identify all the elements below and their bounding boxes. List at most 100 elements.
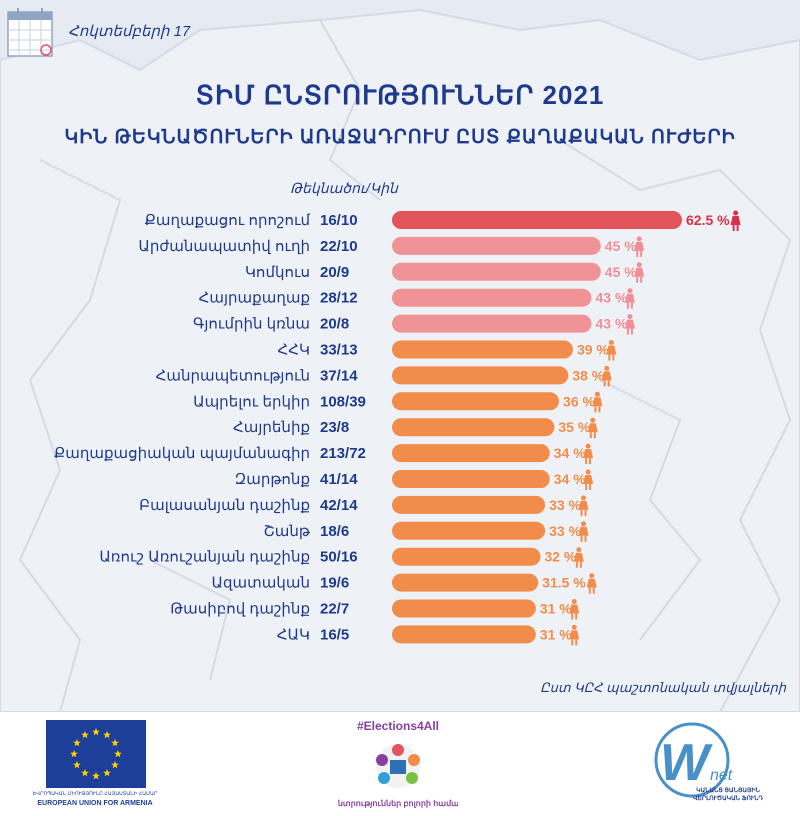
candidate-count-label: 28/12 (320, 290, 358, 307)
party-name-label: Հանրապետություն (156, 367, 310, 384)
percent-label: 62.5 % (686, 212, 730, 228)
candidate-count-label: 50/16 (320, 549, 358, 566)
woman-figure-icon (587, 417, 598, 439)
party-name-label: ՀԱԿ (277, 626, 310, 643)
party-name-label: Ազատական (212, 575, 310, 592)
bar (392, 418, 555, 437)
candidate-count-label: 23/8 (320, 419, 349, 436)
percent-label: 45 % (605, 238, 637, 254)
woman-figure-icon (624, 288, 635, 309)
candidate-count-label: 22/7 (320, 601, 349, 618)
map-background (0, 8, 800, 712)
candidate-count-label: 16/10 (320, 212, 358, 229)
footer: ԵՎՐՈՊԱԿԱՆ ՄԻՈՒԹՅՈՒՆԸ ՀԱՅԱՍՏԱՆԻ ՀԱՄԱՐ EUR… (0, 712, 800, 816)
wnet-logo: W net ԿԱՆԱՆՑ ՑԱՆՑԱՅԻՆ ՎԵՐԼՈՒԾԱԿԱՆ ՖՈՒՆԴ (654, 722, 763, 802)
candidate-count-label: 37/14 (320, 367, 358, 384)
eu-logo-caption: ԵՎՐՈՊԱԿԱՆ ՄԻՈՒԹՅՈՒՆԸ ՀԱՅԱՍՏԱՆԻ ՀԱՄԱՐ EUR… (30, 790, 160, 808)
party-name-label: Շանթ (263, 523, 310, 540)
woman-figure-icon (624, 314, 635, 335)
column-header: Թեկնածու/Կին (290, 180, 398, 196)
percent-label: 31 % (540, 626, 572, 642)
woman-figure-icon (569, 599, 580, 620)
bar-chart: Քաղաքացու որոշում 16/10 62.5 % Արժանապատիվ … (54, 210, 741, 646)
eu-star (114, 750, 122, 758)
party-name-label: Առուշ Առուշանյան դաշինք (99, 549, 310, 566)
eu-star (81, 730, 89, 739)
candidate-count-label: 20/9 (320, 264, 349, 281)
eu-caption-armenian: ԵՎՐՈՊԱԿԱՆ ՄԻՈՒԹՅՈՒՆԸ ՀԱՅԱՍՏԱՆԻ ՀԱՄԱՐ (32, 791, 158, 797)
percent-label: 32 % (544, 549, 576, 565)
eu-star (73, 739, 81, 747)
calendar-icon (7, 8, 53, 57)
page-subtitle: ԿԻՆ ԹԵԿՆԱԾՈՒՆԵՐԻ ԱՌԱՋԱԴՐՈՒՄ ԸՍՏ ՔԱՂԱՔԱԿԱ… (64, 127, 736, 148)
bar (392, 262, 601, 281)
date-label: Հոկտեմբերի 17 (68, 23, 191, 40)
candidate-count-label: 18/6 (320, 523, 349, 540)
candidate-count-label: 20/8 (320, 316, 349, 333)
wnet-mark: net (710, 767, 733, 784)
percent-label: 43 % (596, 316, 628, 332)
elections4all-caption: Ընտրություններ բոլորի համար (338, 798, 458, 808)
elections4all-logo: #Elections4All Ընտրություններ բոլորի համ… (338, 719, 458, 808)
party-name-label: Գյումրին կռնա (193, 316, 310, 333)
bar (392, 625, 536, 644)
party-name-label: Զարթոնք (235, 471, 310, 488)
party-name-label: ՀՀԿ (278, 342, 310, 359)
bar (392, 340, 573, 359)
woman-figure-icon (601, 365, 612, 387)
candidate-count-label: 213/72 (320, 445, 366, 462)
woman-figure-icon (573, 547, 584, 568)
candidate-count-label: 33/13 (320, 342, 358, 359)
eu-star (103, 730, 111, 739)
woman-figure-icon (583, 443, 594, 465)
percent-label: 31 % (540, 601, 572, 617)
bar (392, 470, 550, 488)
percent-label: 43 % (596, 290, 628, 306)
eu-star (92, 728, 100, 736)
percent-label: 34 % (554, 445, 586, 461)
woman-figure-icon (578, 495, 589, 516)
party-name-label: Բալասանյան դաշինք (139, 497, 310, 514)
bar (392, 495, 546, 514)
percent-label: 33 % (549, 497, 581, 513)
woman-figure-icon (730, 210, 741, 231)
percent-label: 35 % (558, 419, 590, 435)
party-name-label: Քաղաքացիական պայմանագիր (54, 445, 310, 462)
eu-caption-english: EUROPEAN UNION FOR ARMENIA (37, 800, 153, 807)
party-name-label: Թասիբով դաշինք (170, 601, 310, 618)
candidate-count-label: 41/14 (320, 471, 358, 488)
percent-label: 31.5 % (542, 575, 586, 591)
woman-figure-icon (578, 521, 589, 542)
candidate-count-label: 108/39 (320, 393, 366, 410)
woman-figure-icon (606, 340, 617, 361)
candidate-count-label: 16/5 (320, 626, 349, 643)
elections4all-hashtag: #Elections4All (357, 719, 439, 733)
eu-flag-logo (46, 720, 146, 788)
woman-figure-icon (586, 573, 597, 594)
party-name-label: Ապրելու երկիր (193, 393, 310, 410)
woman-figure-icon (569, 624, 580, 646)
bar (392, 547, 541, 566)
percent-label: 36 % (563, 393, 595, 409)
bar (392, 366, 569, 385)
wnet-w-letter: W (660, 734, 713, 792)
bar (392, 599, 536, 618)
eu-star (92, 772, 100, 780)
eu-star (70, 750, 78, 758)
wnet-caption-1: ԿԱՆԱՆՑ ՑԱՆՑԱՅԻՆ (696, 787, 760, 794)
eu-star (103, 769, 111, 777)
bar (392, 211, 682, 229)
bar (392, 288, 592, 307)
bar (392, 236, 601, 255)
percent-label: 34 % (554, 471, 586, 487)
bar (392, 314, 592, 333)
woman-figure-icon (634, 262, 645, 283)
candidate-count-label: 22/10 (320, 238, 358, 255)
eu-star (111, 761, 119, 769)
candidate-count-label: 42/14 (320, 497, 358, 514)
bar (392, 392, 560, 411)
party-name-label: Արժանապատիվ ուղի (138, 238, 310, 255)
percent-label: 38 % (572, 367, 604, 383)
eu-star (81, 769, 89, 777)
party-name-label: Հայրենիք (233, 419, 310, 436)
